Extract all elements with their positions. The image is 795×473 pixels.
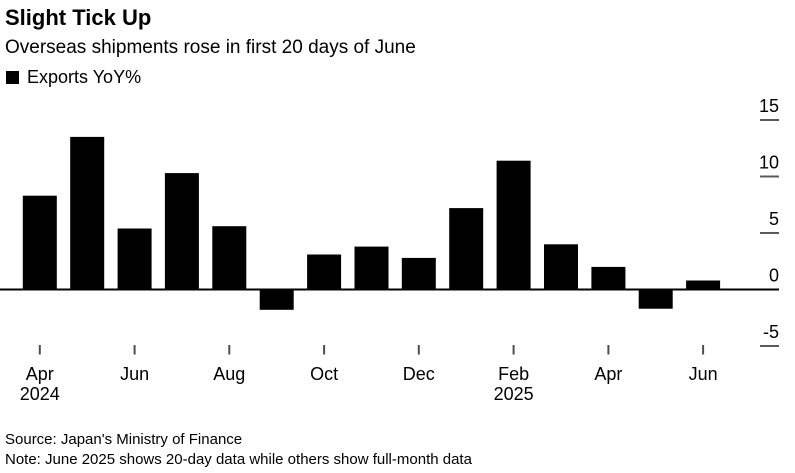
- x-tick-month-label: Jun: [120, 364, 149, 384]
- bar-dec-2024: [401, 257, 436, 290]
- chart-footer: Source: Japan's Ministry of Finance Note…: [5, 430, 472, 469]
- x-tick-month-label: Dec: [403, 364, 435, 384]
- bar-apr-2024: [22, 195, 57, 290]
- source-note: Source: Japan's Ministry of Finance: [5, 431, 243, 448]
- bar-aug-2024: [212, 226, 247, 290]
- bar-oct-2024: [307, 254, 342, 290]
- bar-jul-2024: [164, 173, 199, 290]
- legend: Exports YoY%: [6, 68, 141, 86]
- x-tick-month-label: Apr: [26, 364, 54, 384]
- chart-subtitle: Overseas shipments rose in first 20 days…: [5, 37, 416, 58]
- bar-may-2024: [70, 136, 105, 290]
- bar-nov-2024: [354, 246, 389, 290]
- y-tick-label: -5: [763, 322, 779, 342]
- x-tick-year-label: 2025: [494, 384, 534, 404]
- bar-feb-2025: [496, 160, 531, 290]
- bar-mar-2025: [544, 244, 578, 290]
- x-tick-month-label: Aug: [213, 364, 245, 384]
- x-tick-month-label: Jun: [689, 364, 718, 384]
- y-tick-label: 0: [769, 266, 779, 286]
- x-tick-month-label: Feb: [498, 364, 529, 384]
- methodology-note: Note: June 2025 shows 20-day data while …: [5, 450, 472, 468]
- legend-swatch-icon: [6, 70, 19, 84]
- x-tick-month-label: Apr: [594, 364, 622, 384]
- bar-sep-2024: [259, 289, 294, 310]
- x-tick-year-label: 2024: [20, 384, 60, 404]
- y-tick-label: 15: [759, 96, 779, 116]
- bar-jan-2025: [449, 208, 484, 290]
- bar-apr-2025: [591, 266, 626, 290]
- bar-jun-2024: [117, 228, 152, 290]
- chart-title: Slight Tick Up: [5, 5, 152, 30]
- legend-label: Exports YoY%: [27, 67, 142, 87]
- y-tick-label: 10: [759, 153, 779, 173]
- y-tick-label: 5: [769, 209, 779, 229]
- bar-may-2025: [638, 289, 673, 309]
- x-tick-month-label: Oct: [310, 364, 338, 384]
- bar-jun-2025: [686, 280, 721, 290]
